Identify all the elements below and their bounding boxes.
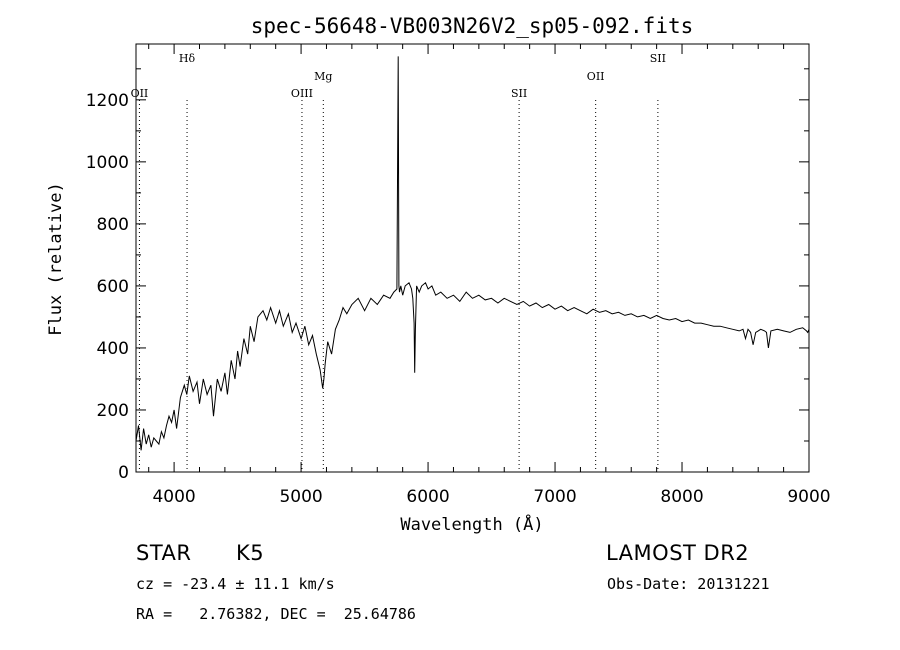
coordinates-text: RA = 2.76382, DEC = 25.64786	[136, 605, 416, 623]
line-label-2: OIII	[291, 87, 313, 100]
y-tick-label-200: 200	[97, 401, 129, 421]
survey-label: LAMOST DR2	[606, 541, 750, 565]
y-tick-label-1000: 1000	[86, 153, 129, 173]
subclass-label: K5	[236, 541, 265, 565]
y-tick-label-400: 400	[97, 339, 129, 359]
x-tick-label-8000: 8000	[660, 487, 703, 507]
spectrum-line-0	[135, 56, 810, 451]
y-axis-label: Flux (relative)	[46, 182, 66, 336]
chart-title: spec-56648-VB003N26V2_sp05-092.fits	[251, 14, 694, 38]
redshift-text: cz = -23.4 ± 11.1 km/s	[136, 575, 335, 593]
y-tick-label-0: 0	[118, 463, 129, 483]
line-label-4: SII	[511, 87, 527, 100]
x-tick-label-7000: 7000	[533, 487, 576, 507]
line-label-0: OII	[131, 87, 149, 100]
y-tick-label-1200: 1200	[86, 91, 129, 111]
x-tick-label-6000: 6000	[406, 487, 449, 507]
line-label-1: Hδ	[179, 52, 196, 65]
x-tick-label-5000: 5000	[279, 487, 322, 507]
obs-date-text: Obs-Date: 20131221	[607, 575, 770, 593]
y-tick-label-600: 600	[97, 277, 129, 297]
x-tick-label-4000: 4000	[152, 487, 195, 507]
x-tick-label-9000: 9000	[787, 487, 830, 507]
line-label-6: SII	[650, 52, 666, 65]
x-axis-label: Wavelength (Å)	[400, 513, 543, 535]
line-label-3: Mg	[314, 70, 332, 83]
class-label: STAR	[136, 541, 192, 565]
plot-frame	[135, 43, 810, 473]
y-tick-label-800: 800	[97, 215, 129, 235]
line-label-5: OII	[587, 70, 605, 83]
